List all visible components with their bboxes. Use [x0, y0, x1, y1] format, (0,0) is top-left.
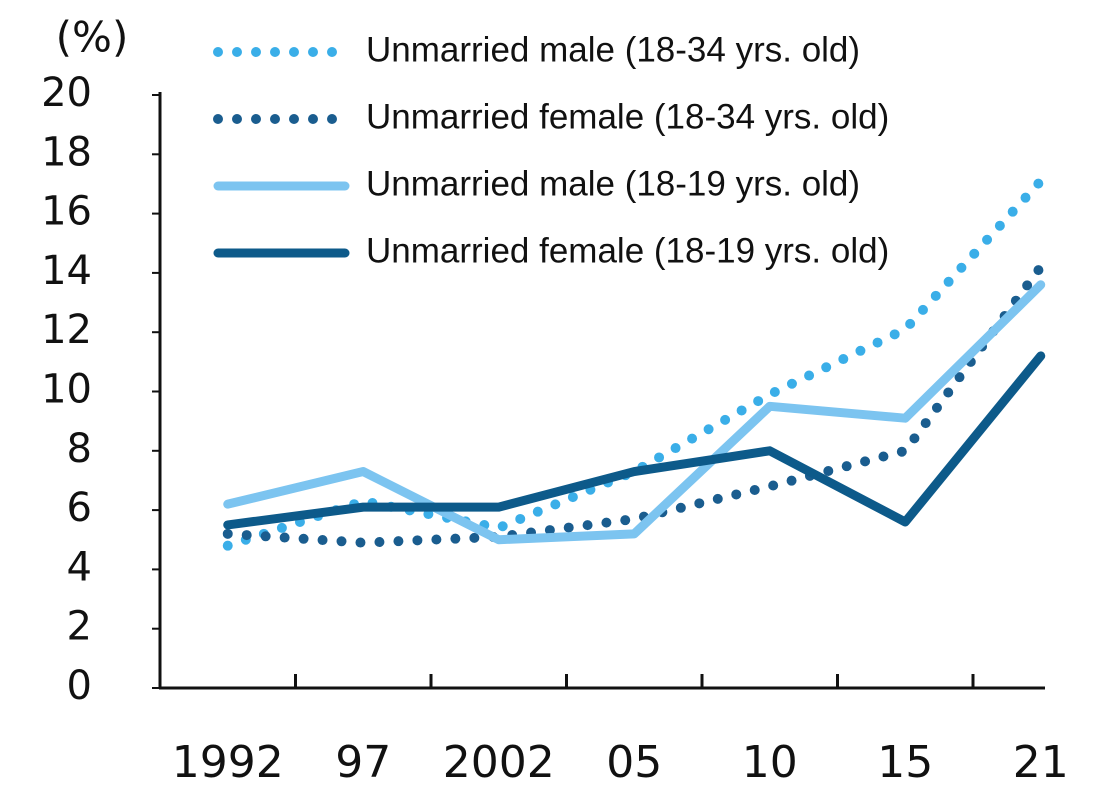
y-tick-label: 4 — [67, 544, 92, 590]
x-tick-label: 1992 — [172, 737, 284, 788]
x-tick-label: 05 — [606, 737, 662, 788]
series-line — [222, 261, 1046, 548]
y-tick-label: 8 — [67, 426, 92, 472]
legend-label: Unmarried male (18-34 yrs. old) — [366, 30, 860, 69]
y-tick-label: 16 — [41, 189, 92, 235]
y-tick-label: 20 — [41, 70, 92, 116]
y-tick-label: 6 — [67, 485, 92, 531]
legend-label: Unmarried female (18-19 yrs. old) — [366, 231, 889, 270]
y-tick-label: 12 — [41, 307, 92, 353]
y-tick-label: 18 — [41, 129, 92, 175]
legend-label: Unmarried male (18-19 yrs. old) — [366, 164, 860, 203]
legend-label: Unmarried female (18-34 yrs. old) — [366, 97, 889, 136]
x-tick-label: 2002 — [443, 737, 555, 788]
x-tick-label: 97 — [335, 737, 391, 788]
series-line — [223, 351, 1046, 530]
y-tick-label: 14 — [41, 248, 92, 294]
x-tick-label: 15 — [877, 737, 933, 788]
series-line — [223, 280, 1046, 545]
y-tick-label: 10 — [41, 367, 92, 413]
y-tick-label: 0 — [67, 663, 92, 709]
y-tick-label: 2 — [67, 604, 92, 650]
x-tick-label: 10 — [742, 737, 798, 788]
y-axis-label: (%) — [56, 13, 129, 62]
x-tick-label: 21 — [1013, 737, 1069, 788]
